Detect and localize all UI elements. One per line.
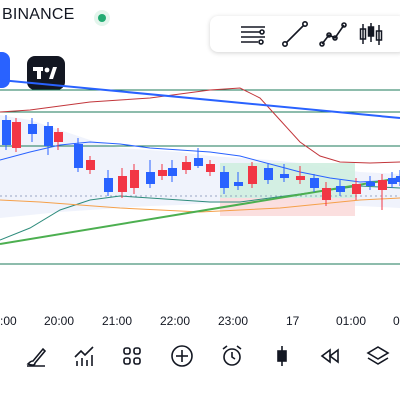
candle-body (220, 172, 229, 188)
time-axis: :00 20:00 21:00 22:00 23:00 17 01:00 0 (0, 310, 400, 334)
bb-upper-line (0, 87, 400, 164)
add-icon[interactable] (170, 344, 194, 368)
candle-body (146, 172, 155, 184)
time-label: 22:00 (160, 314, 191, 328)
candle-body (388, 178, 397, 184)
candle (182, 156, 191, 174)
candle (234, 172, 243, 190)
candle (388, 172, 397, 188)
candle-body (206, 164, 215, 172)
candle-body (2, 120, 11, 145)
path-icon[interactable] (318, 20, 348, 48)
bottom-toolbar (0, 336, 400, 376)
candle (86, 156, 95, 174)
candle (44, 122, 53, 155)
tv-logo-icon (33, 67, 57, 79)
candle-body (158, 170, 167, 176)
bb-middle-line (0, 141, 400, 183)
candle-body (44, 126, 53, 146)
active-tool-button[interactable] (0, 52, 10, 88)
candle-body (194, 158, 203, 166)
layers-icon[interactable] (366, 344, 390, 368)
candles-icon[interactable] (356, 20, 386, 48)
time-label: :00 (0, 314, 17, 328)
candle-body (28, 124, 37, 134)
candle-body (248, 166, 257, 184)
candle-body (264, 168, 273, 180)
candle-body (118, 176, 127, 192)
grid-icon[interactable] (120, 344, 144, 368)
candle-body (352, 184, 361, 194)
candle-body (12, 122, 21, 148)
candle (310, 174, 319, 192)
candle (28, 118, 37, 142)
candle-body (168, 168, 177, 176)
candle (2, 115, 11, 150)
candle-body (322, 188, 331, 200)
candle (264, 164, 273, 184)
candle-body (378, 180, 387, 190)
candle (194, 148, 203, 168)
candle-body (296, 176, 305, 180)
candle (146, 160, 155, 188)
candle (352, 178, 361, 200)
candle-body (104, 178, 113, 192)
indicators-icon[interactable] (72, 344, 96, 368)
time-label: 01:00 (336, 314, 367, 328)
candle-body (396, 176, 400, 182)
candle (206, 160, 215, 176)
brush-icon[interactable] (24, 344, 48, 368)
candle (74, 138, 83, 172)
candle (396, 170, 400, 186)
chart-header: BINANCE (0, 0, 400, 36)
green-trendline (0, 177, 400, 245)
market-status-icon (94, 10, 110, 26)
blue-trendline (0, 79, 400, 119)
candle (168, 160, 177, 182)
trendline-icon[interactable] (280, 20, 310, 48)
candle (158, 164, 167, 180)
candle (280, 164, 289, 182)
time-label: 23:00 (218, 314, 249, 328)
candle (118, 168, 127, 198)
candle-body (366, 182, 375, 186)
candle-body (130, 170, 139, 188)
candle (322, 182, 331, 206)
replay-icon[interactable] (318, 344, 342, 368)
alarm-icon[interactable] (220, 344, 244, 368)
candle-body (74, 144, 83, 168)
candle-body (336, 186, 345, 192)
candle-body (54, 132, 63, 142)
drawing-toolbar (210, 16, 400, 52)
time-label: 17 (286, 314, 300, 328)
candle (104, 170, 113, 196)
candle-body (280, 174, 289, 178)
lines-icon[interactable] (238, 20, 268, 48)
candle-body (182, 162, 191, 170)
exchange-label[interactable]: BINANCE (2, 6, 75, 23)
candle (336, 180, 345, 196)
candle (248, 162, 257, 188)
candle (296, 166, 305, 184)
price-chart[interactable] (0, 60, 400, 310)
candle-body (310, 178, 319, 188)
candle (54, 128, 63, 150)
candle-icon[interactable] (270, 344, 294, 368)
time-label: 0 (393, 314, 400, 328)
time-label: 21:00 (102, 314, 133, 328)
time-label: 20:00 (44, 314, 75, 328)
candle (130, 164, 139, 194)
candle-body (234, 182, 243, 186)
candle (378, 174, 387, 210)
candle (366, 176, 375, 190)
candle (220, 166, 229, 194)
candle (12, 118, 21, 152)
candle-body (86, 160, 95, 170)
